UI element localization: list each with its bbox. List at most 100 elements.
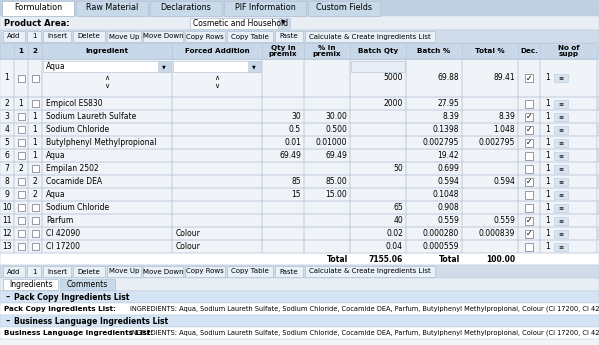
Bar [172,149,262,162]
Text: 85: 85 [291,177,301,186]
Bar [172,97,262,110]
Bar [0,123,14,136]
Bar [525,177,533,186]
Bar [462,162,518,175]
Bar [43,31,71,42]
Text: Raw Material: Raw Material [86,3,138,12]
Bar [597,227,599,240]
Bar [42,136,172,149]
Bar [0,201,14,214]
Bar [0,162,14,175]
Bar [73,266,105,277]
Bar [304,227,350,240]
Text: ≡: ≡ [558,153,564,158]
Bar [107,31,141,42]
Text: 5: 5 [5,138,10,147]
Text: 0.594: 0.594 [437,177,459,186]
Bar [540,188,597,201]
Bar [540,59,597,97]
Bar [304,188,350,201]
Text: 85.00: 85.00 [325,177,347,186]
Text: Move Down: Move Down [143,268,183,275]
Text: Move Up: Move Up [109,268,139,275]
Bar [0,43,597,59]
Bar [406,214,462,227]
Bar [554,190,568,198]
Bar [350,240,406,253]
Bar [305,31,435,42]
Bar [462,188,518,201]
Text: 13: 13 [2,242,12,251]
Bar [0,214,599,227]
Text: 1: 1 [19,48,23,54]
Text: Product Area:: Product Area: [4,19,69,28]
Bar [28,43,42,59]
Bar [172,110,262,123]
Bar [172,59,262,97]
Bar [32,204,38,211]
Bar [525,74,533,82]
Bar [32,75,38,81]
Bar [28,162,42,175]
Text: % In: % In [318,45,336,51]
Bar [28,188,42,201]
Bar [540,110,597,123]
Text: 69.88: 69.88 [437,73,459,82]
Bar [172,162,262,175]
Text: Copy Table: Copy Table [231,33,269,39]
Text: Parfum: Parfum [46,216,73,225]
Text: CI 17200: CI 17200 [46,242,80,251]
Bar [540,123,597,136]
Bar [28,149,42,162]
Text: Empicol ES830: Empicol ES830 [46,99,102,108]
Text: 2000: 2000 [383,99,403,108]
Text: premix: premix [313,51,341,57]
Bar [525,190,533,198]
Bar [14,97,28,110]
Bar [190,18,290,29]
Bar [43,266,71,277]
Text: ≡: ≡ [558,76,564,80]
Text: 1: 1 [32,151,37,160]
Bar [350,227,406,240]
Text: –: – [6,316,10,325]
Bar [0,149,599,162]
Bar [304,123,350,136]
Bar [275,31,303,42]
Bar [0,214,14,227]
Bar [525,229,533,237]
Bar [597,201,599,214]
Text: ≡: ≡ [558,140,564,145]
Bar [107,266,141,277]
Bar [540,149,597,162]
Bar [42,43,172,59]
Text: 1: 1 [545,138,550,147]
Bar [172,123,262,136]
Text: 10: 10 [2,203,12,212]
Text: Total: Total [326,255,348,264]
Text: PIF Information: PIF Information [235,3,295,12]
Bar [28,110,42,123]
Text: ≡: ≡ [558,244,564,249]
Bar [0,240,14,253]
Bar [42,240,172,253]
Bar [518,162,540,175]
Bar [350,97,406,110]
Bar [597,214,599,227]
Text: Cocamide DEA: Cocamide DEA [46,177,102,186]
Text: 40: 40 [394,216,403,225]
Text: 30: 30 [291,112,301,121]
Bar [518,149,540,162]
Bar [540,175,597,188]
Bar [42,162,172,175]
Bar [406,136,462,149]
Text: 0.559: 0.559 [493,216,515,225]
Text: Insert: Insert [47,268,67,275]
Text: 89.41: 89.41 [494,73,515,82]
Bar [518,123,540,136]
Text: 0.000559: 0.000559 [422,242,459,251]
Bar [554,112,568,120]
Bar [518,43,540,59]
Bar [262,201,304,214]
Bar [76,1,148,16]
